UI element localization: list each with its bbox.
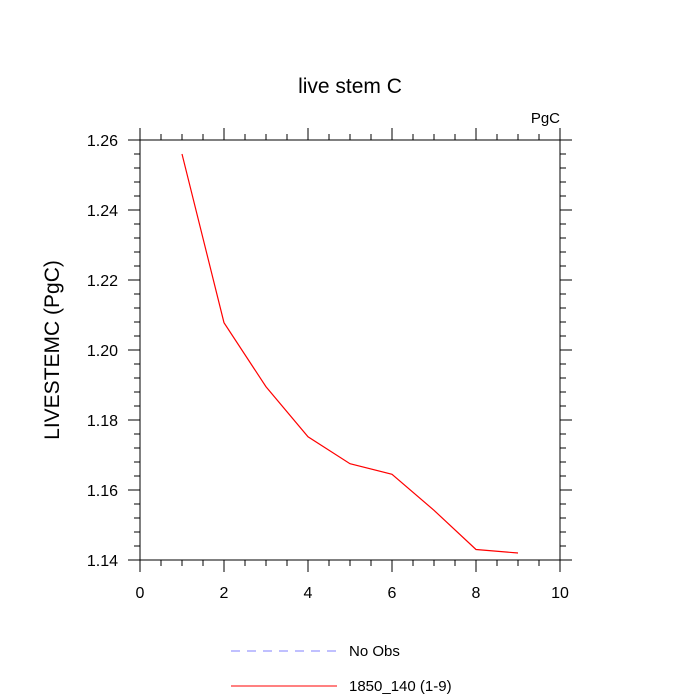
y-tick-label: 1.20: [87, 343, 118, 360]
plot-frame: [139, 139, 561, 561]
units-label: PgC: [531, 110, 560, 127]
series-group: [181, 153, 519, 554]
x-tick-label: 10: [551, 585, 569, 602]
y-axis-label: LIVESTEMC (PgC): [41, 260, 64, 440]
y-tick-label: 1.26: [87, 133, 118, 150]
legend: No Obs 1850_140 (1-9): [231, 643, 452, 695]
chart-title: live stem C: [298, 75, 402, 98]
y-tick-label: 1.24: [87, 203, 118, 220]
axis-ticks: [128, 128, 572, 572]
x-tick-label: 2: [220, 585, 229, 602]
y-tick-label: 1.16: [87, 483, 118, 500]
x-tick-label: 4: [304, 585, 313, 602]
legend-label: No Obs: [349, 643, 400, 660]
tick-labels: 0 2 4 6 8 10 1.14 1.16 1.18 1.20 1.22 1.24 1.26: [87, 133, 569, 602]
x-tick-label: 0: [136, 585, 145, 602]
y-tick-label: 1.14: [87, 553, 118, 570]
series-line: [181, 153, 519, 554]
x-tick-label: 8: [472, 585, 481, 602]
y-tick-label: 1.18: [87, 413, 118, 430]
y-tick-label: 1.22: [87, 273, 118, 290]
legend-label: 1850_140 (1-9): [349, 678, 452, 695]
x-tick-label: 6: [388, 585, 397, 602]
